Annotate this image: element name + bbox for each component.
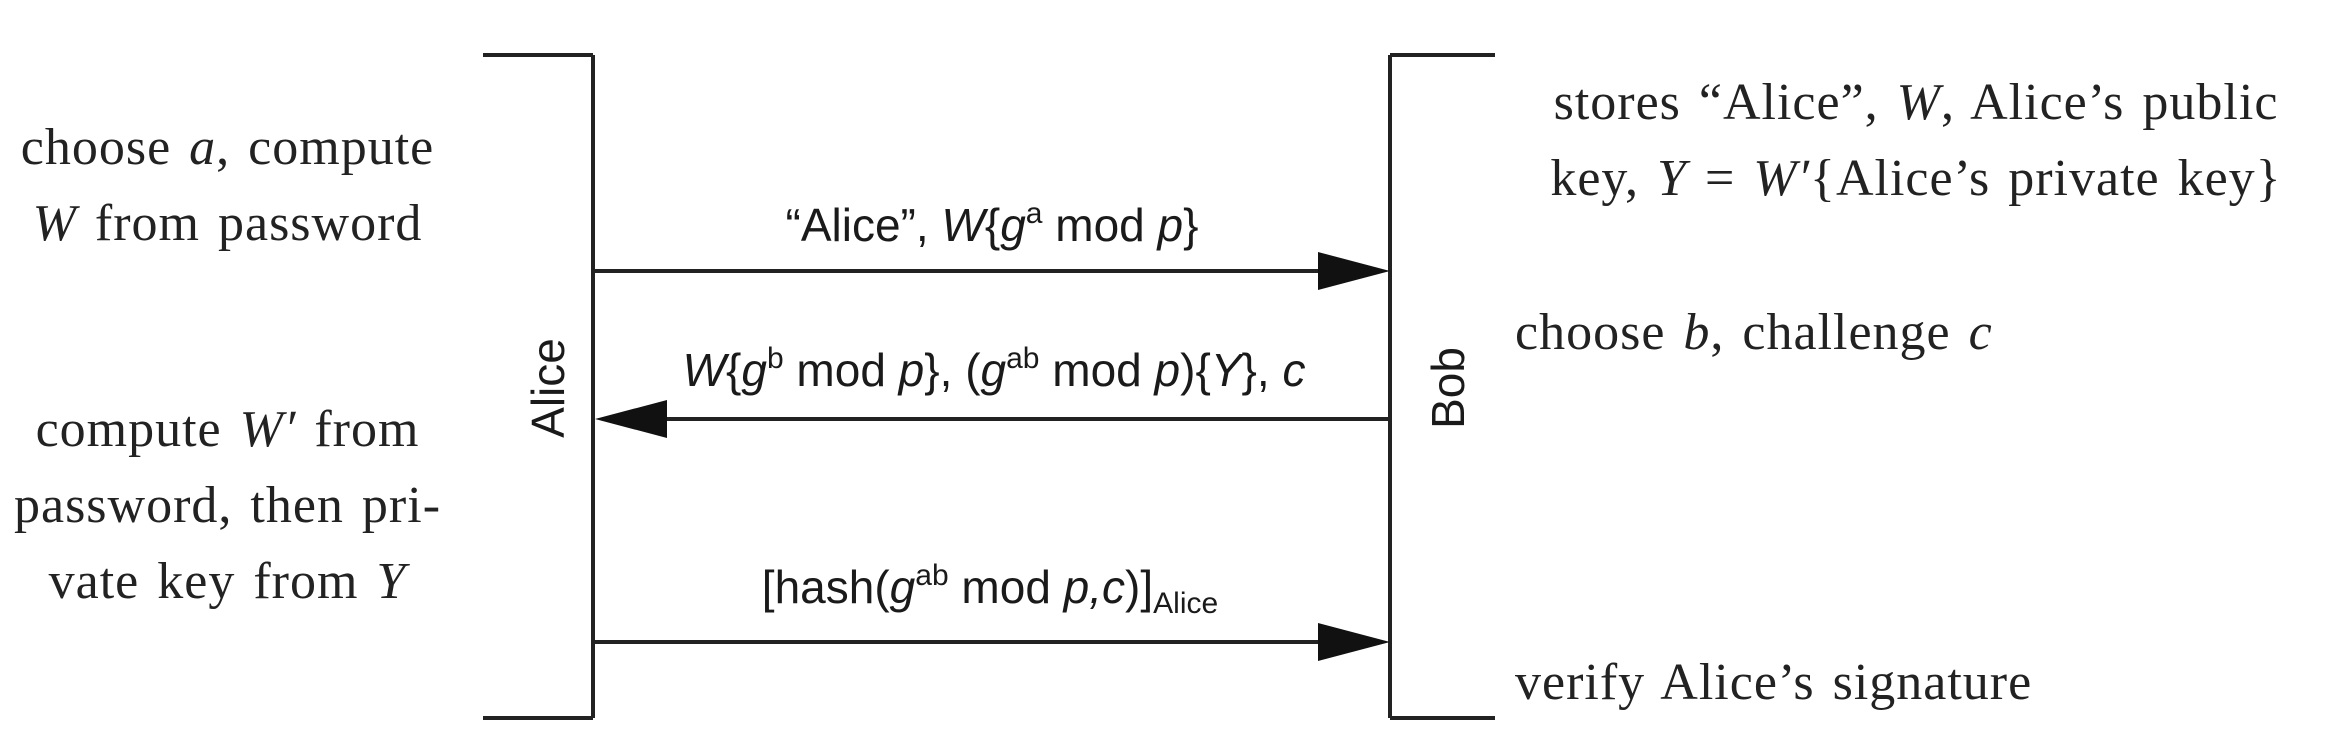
bob-note-3: verify Alice’s signature — [1515, 654, 2033, 711]
bob-note-1: stores “Alice”, W, Alice’s public key, Y… — [1505, 65, 2327, 217]
arrow-message-3 — [595, 623, 1390, 661]
message-1-label: “Alice”, W{ga mod p} — [785, 196, 1199, 251]
message-3-label: [hash(gab mod p,c)]Alice — [761, 558, 1219, 621]
bob-note-1-line-1: stores “Alice”, W, Alice’s public — [1553, 74, 2279, 131]
alice-note-2-line-2: password, then pri- — [13, 477, 442, 534]
alice-label: Alice — [522, 338, 574, 438]
bob-note-2: choose b, challenge c — [1515, 304, 1993, 361]
alice-note-2-line-3: vate key from Y — [48, 553, 407, 610]
arrow-message-2 — [595, 400, 1390, 438]
bob-note-1-line-2: key, Y = W′{Alice’s private key} — [1550, 150, 2282, 207]
alice-lifeline — [483, 53, 595, 720]
message-2-label: W{gb mod p}, (gab mod p){Y}, c — [682, 341, 1306, 396]
alice-note-2-line-1: compute W′ from — [35, 401, 420, 458]
alice-note-1-line-2: W from password — [32, 195, 423, 252]
bob-lifeline — [1388, 53, 1495, 720]
alice-note-1: choose a, compute W from password — [0, 110, 455, 262]
alice-note-2: compute W′ from password, then pri- vate… — [0, 392, 455, 620]
bob-label: Bob — [1422, 347, 1474, 429]
arrow-message-1 — [595, 252, 1390, 290]
alice-note-1-line-1: choose a, compute — [20, 119, 435, 176]
